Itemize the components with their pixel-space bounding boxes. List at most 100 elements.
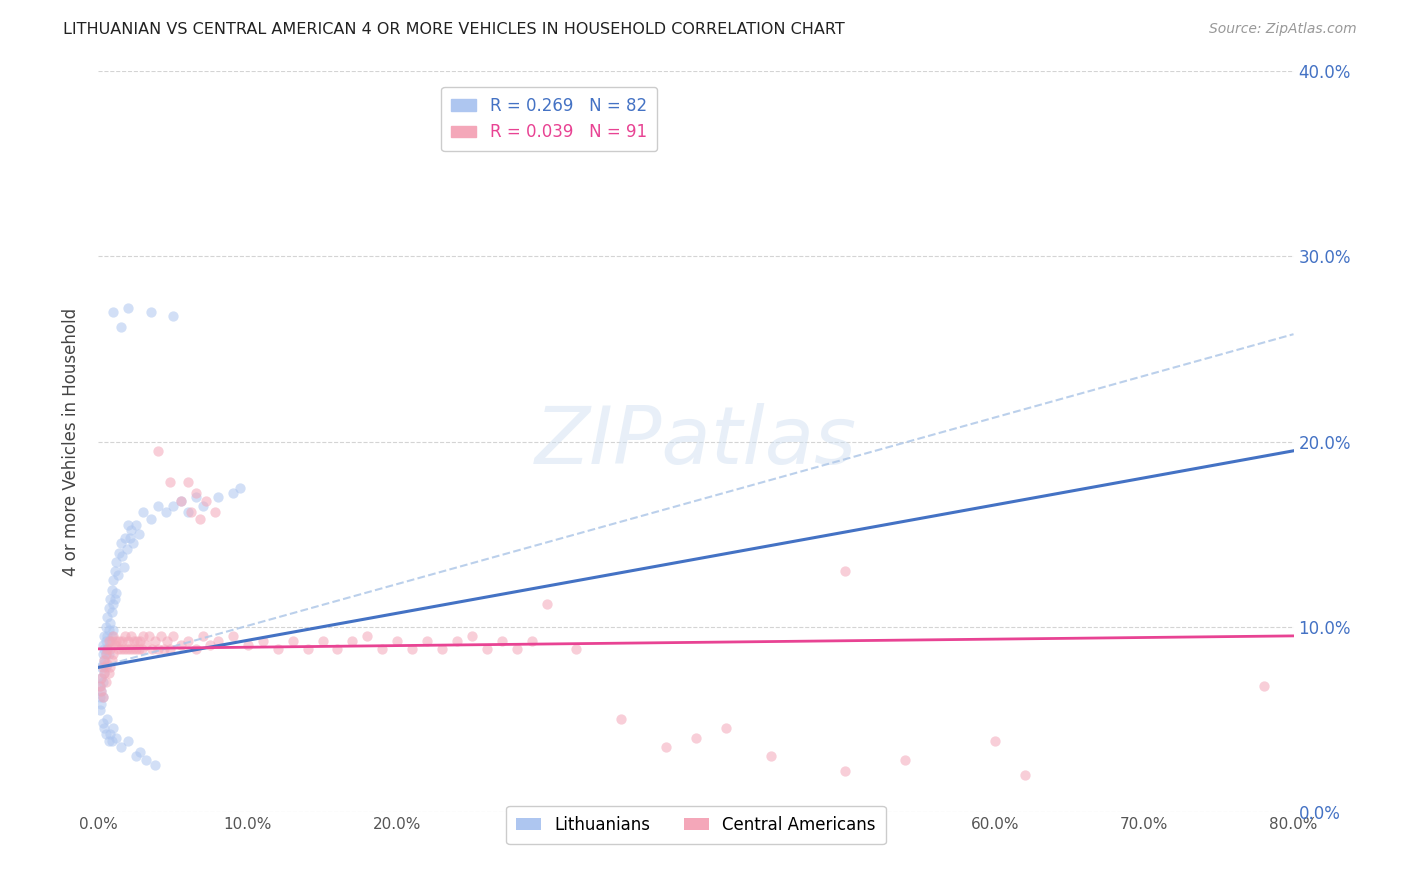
Point <box>162 309 184 323</box>
Point <box>311 634 333 648</box>
Point <box>135 638 157 652</box>
Point <box>96 641 118 656</box>
Point <box>121 641 143 656</box>
Point <box>200 638 222 652</box>
Point <box>169 493 191 508</box>
Point <box>90 684 112 698</box>
Point <box>112 641 135 656</box>
Point <box>326 641 349 656</box>
Point <box>111 549 134 564</box>
Point <box>110 641 132 656</box>
Point <box>115 641 138 656</box>
Point <box>90 660 112 674</box>
Point <box>141 641 163 656</box>
Point <box>110 739 132 754</box>
Point <box>139 512 162 526</box>
Point <box>184 490 207 504</box>
Point <box>446 634 468 648</box>
Point <box>401 641 423 656</box>
Point <box>96 657 118 671</box>
Point <box>416 634 439 648</box>
Point <box>104 591 127 606</box>
Point <box>125 749 148 764</box>
Point <box>371 641 394 656</box>
Point <box>104 564 127 578</box>
Point <box>207 634 229 648</box>
Point <box>96 712 118 726</box>
Point <box>101 634 124 648</box>
Point <box>90 684 112 698</box>
Point <box>177 505 200 519</box>
Point <box>685 731 707 745</box>
Point <box>180 505 202 519</box>
Point <box>195 493 218 508</box>
Point <box>94 634 117 648</box>
Point <box>103 648 125 662</box>
Point <box>297 641 319 656</box>
Point <box>105 555 128 569</box>
Point <box>91 715 114 730</box>
Point <box>98 660 122 674</box>
Point <box>97 624 120 638</box>
Point <box>118 641 141 656</box>
Point <box>129 634 152 648</box>
Point <box>94 648 117 662</box>
Point <box>252 634 274 648</box>
Point <box>91 648 114 662</box>
Point <box>104 638 127 652</box>
Point <box>89 703 111 717</box>
Point <box>114 629 136 643</box>
Point <box>184 641 207 656</box>
Point <box>184 486 207 500</box>
Y-axis label: 4 or more Vehicles in Household: 4 or more Vehicles in Household <box>62 308 80 575</box>
Point <box>97 665 120 680</box>
Text: ZIPatlas: ZIPatlas <box>534 402 858 481</box>
Point <box>103 305 125 319</box>
Point <box>610 712 633 726</box>
Point <box>96 629 118 643</box>
Point <box>105 586 128 600</box>
Point <box>117 517 139 532</box>
Point <box>342 634 364 648</box>
Point <box>111 634 134 648</box>
Point <box>834 564 856 578</box>
Point <box>105 634 128 648</box>
Point <box>127 634 149 648</box>
Point <box>148 443 170 458</box>
Point <box>96 610 118 624</box>
Point <box>91 657 114 671</box>
Point <box>103 574 125 588</box>
Point <box>114 531 136 545</box>
Point <box>128 527 150 541</box>
Point <box>117 734 139 748</box>
Point <box>132 505 155 519</box>
Point <box>475 641 498 656</box>
Point <box>98 634 122 648</box>
Point <box>120 524 142 538</box>
Point <box>98 727 122 741</box>
Point <box>117 301 139 316</box>
Point <box>125 517 148 532</box>
Point <box>93 722 115 736</box>
Text: Source: ZipAtlas.com: Source: ZipAtlas.com <box>1209 22 1357 37</box>
Point <box>93 665 115 680</box>
Point <box>191 629 214 643</box>
Point <box>143 634 166 648</box>
Point <box>162 500 184 514</box>
Point <box>93 653 115 667</box>
Point <box>101 653 124 667</box>
Point <box>94 660 117 674</box>
Point <box>520 634 543 648</box>
Point <box>91 675 114 690</box>
Point <box>207 490 229 504</box>
Point <box>159 641 181 656</box>
Point <box>150 629 173 643</box>
Point <box>385 634 409 648</box>
Point <box>124 634 146 648</box>
Point <box>110 536 132 550</box>
Point <box>89 679 111 693</box>
Text: LITHUANIAN VS CENTRAL AMERICAN 4 OR MORE VEHICLES IN HOUSEHOLD CORRELATION CHART: LITHUANIAN VS CENTRAL AMERICAN 4 OR MORE… <box>63 22 845 37</box>
Point <box>112 560 135 574</box>
Point <box>461 629 484 643</box>
Point <box>90 672 112 686</box>
